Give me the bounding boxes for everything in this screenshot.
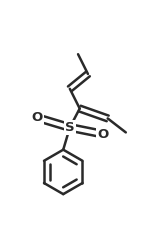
Text: O: O	[31, 111, 42, 124]
Text: S: S	[65, 121, 75, 134]
Text: O: O	[97, 128, 108, 140]
